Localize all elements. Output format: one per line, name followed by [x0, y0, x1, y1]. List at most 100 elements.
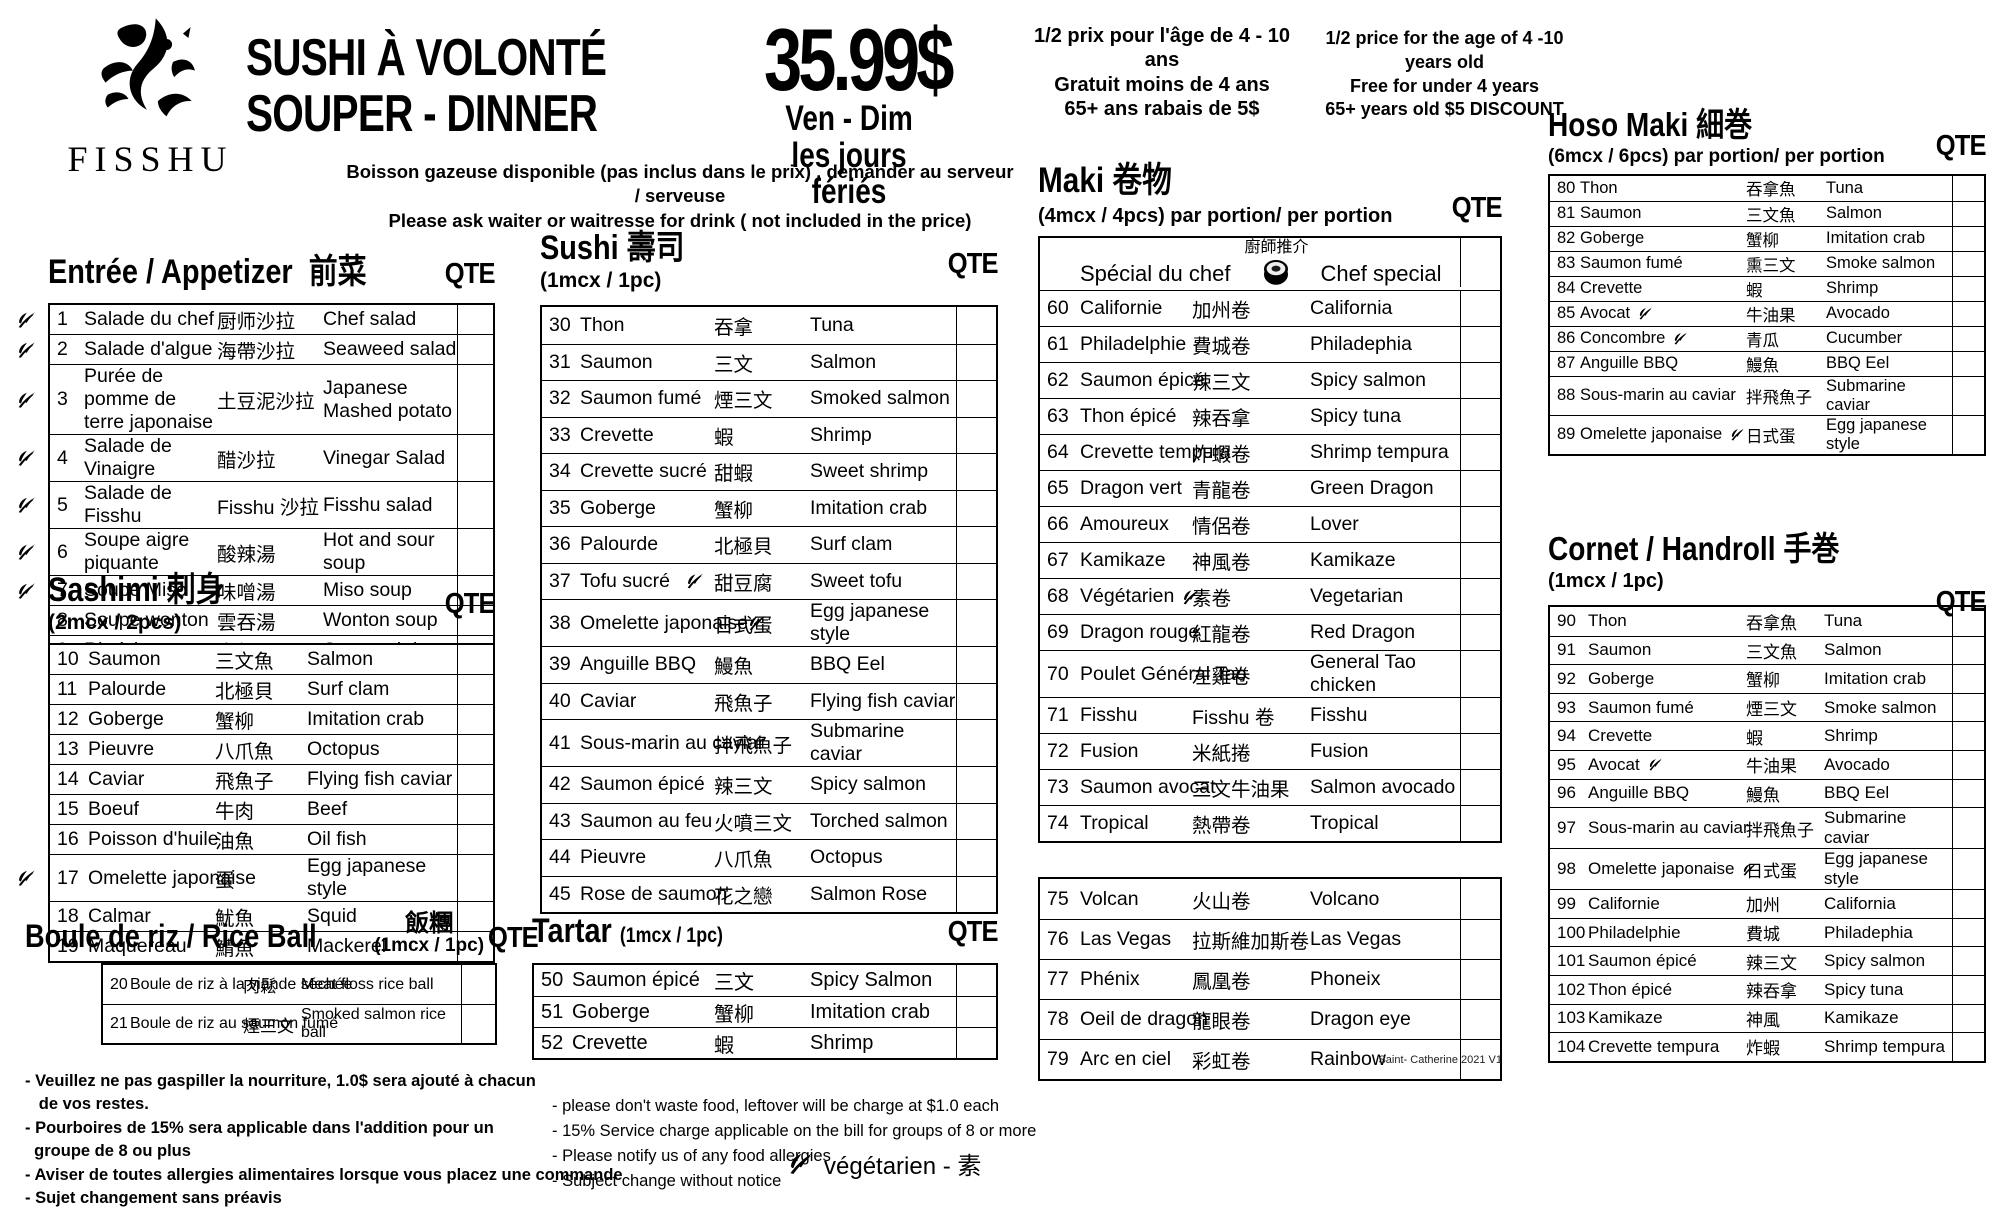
item-name-fr-text: Poulet Général Tao	[1080, 662, 1247, 685]
item-number: 20	[110, 975, 128, 993]
maki-title: Maki 卷物	[1038, 152, 1502, 203]
item-name-en: Spicy salmon	[1824, 951, 1926, 971]
item-number: 81	[1557, 204, 1576, 223]
item-number: 2	[57, 338, 68, 360]
item-name-en: Surf clam	[810, 533, 893, 556]
item-name-fr-text: Anguille BBQ	[1588, 783, 1690, 803]
item-name-fr-text: Sous-marin au caviar	[1588, 818, 1749, 838]
item-name-fr: Crevette sucré	[580, 460, 714, 483]
item-name-en: General Tao chicken	[1310, 651, 1416, 696]
item-name-fr-text: Anguille BBQ	[580, 653, 696, 676]
item-name-en: BBQ Eel	[810, 653, 885, 676]
item-number: 16	[57, 828, 79, 850]
item-name-en: Salmon avocado	[1310, 776, 1456, 798]
item-number: 73	[1047, 776, 1069, 798]
appetizer-title: Entrée / Appetizer 前菜	[48, 244, 495, 293]
item-name-zh: 拌飛魚子	[714, 734, 793, 757]
menu-item-row: 2 Salade d'algue 海帶沙拉 Seaweed salad	[50, 334, 493, 364]
item-name-fr: Thon	[1588, 611, 1746, 631]
item-name-fr: Crevette tempura	[1588, 1037, 1746, 1057]
price-amount: 35.99$	[763, 10, 954, 109]
qte-label: QTE	[488, 922, 539, 954]
footer-note-line: - Sujet changement sans préavis	[25, 1189, 282, 1208]
item-name-en: Tuna	[1824, 611, 1863, 631]
menu-item-row: 88 Sous-marin au caviar 拌飛魚子 Submarine c…	[1550, 375, 1984, 415]
item-number: 103	[1557, 1008, 1586, 1028]
menu-item-row: 90 Thon 吞拿魚 Tuna	[1550, 607, 1984, 636]
item-name-zh: 海帶沙拉	[217, 341, 296, 363]
item-name-zh: 三文魚	[1746, 642, 1797, 662]
item-name-zh: 吞拿	[714, 316, 754, 339]
item-name-en: Smoke salmon	[1826, 254, 1936, 273]
item-name-en: Philadephia	[1310, 333, 1412, 355]
item-name-en: Lover	[1310, 513, 1359, 535]
item-name-zh: 煙三文	[714, 390, 773, 413]
item-name-zh: 火山卷	[1192, 890, 1251, 913]
menu-item-row: 98 Omelette japonaise 日式蛋 Egg japanese s…	[1550, 848, 1984, 890]
item-name-en: Flying fish caviar	[307, 768, 453, 790]
item-number: 101	[1557, 951, 1586, 971]
item-name-zh: 土豆泥沙拉	[217, 391, 315, 413]
item-name-en: Smoke salmon	[1824, 697, 1937, 717]
menu-item-row: 89 Omelette japonaise 日式蛋 Egg japanese s…	[1550, 414, 1984, 454]
item-number: 10	[57, 648, 79, 670]
item-name-fr: Sous-marin au caviar	[1588, 818, 1749, 838]
item-name-fr-text: Goberge	[1580, 229, 1645, 248]
qte-box	[457, 675, 493, 704]
item-name-en: Shrimp tempura	[1824, 1036, 1945, 1056]
item-number: 69	[1047, 621, 1069, 643]
item-number: 78	[1047, 1008, 1069, 1030]
item-number: 85	[1557, 304, 1576, 323]
item-name-fr-text: Salade de Vinaigre	[84, 435, 172, 480]
item-number: 12	[57, 708, 79, 730]
item-number: 7	[57, 579, 68, 601]
item-number: 71	[1047, 704, 1069, 726]
qte-box	[1460, 291, 1500, 326]
item-number: 14	[57, 768, 79, 790]
item-number: 21	[110, 1015, 128, 1032]
item-name-zh: 肉鬆	[243, 977, 277, 996]
vegetarian-icon	[17, 870, 36, 887]
item-number: 4	[57, 446, 68, 469]
item-name-fr: Californie	[1588, 894, 1746, 914]
item-number: 99	[1557, 893, 1576, 913]
item-name-fr: Maquereau	[88, 935, 215, 958]
item-name-en: Shrimp tempura	[1310, 441, 1449, 463]
item-name-en: Surf clam	[307, 678, 390, 700]
sushi-section: Sushi 壽司 (1mcx / 1pc) QTE 30 Thon 吞拿 Tun…	[540, 220, 999, 914]
item-name-zh: 日式蛋	[1746, 427, 1796, 446]
hosomaki-title-zh: 細巻	[1696, 106, 1753, 143]
item-name-zh: 費城卷	[1192, 336, 1251, 358]
item-name-zh: 紅龍卷	[1192, 624, 1251, 646]
qte-box	[1952, 251, 1984, 276]
item-number: 1	[57, 308, 68, 330]
menu-item-row: 95 Avocat 牛油果 Avocado	[1550, 749, 1984, 779]
item-name-en: Salmon	[1824, 640, 1882, 660]
item-name-fr-text: Caviar	[580, 689, 637, 712]
item-name-fr: Saumon épicé	[572, 969, 714, 992]
item-name-zh: 鰻魚	[1746, 785, 1780, 805]
item-number: 92	[1557, 668, 1576, 688]
item-name-fr: Caviar	[88, 768, 215, 791]
qte-box	[956, 876, 996, 912]
menu-item-row: 7 Soupe Miso 味噌湯 Miso soup	[50, 575, 493, 605]
item-name-en: Submarine caviar	[810, 720, 905, 765]
item-name-fr: Anguille BBQ	[580, 653, 714, 676]
item-name-en: Fusion	[1310, 740, 1369, 762]
item-name-fr-text: Saumon	[1580, 204, 1642, 223]
item-name-fr-text: Phénix	[1080, 968, 1140, 990]
qte-box	[1952, 947, 1984, 975]
item-name-en: Kamikaze	[1824, 1008, 1899, 1028]
item-name-en: Cucumber	[1826, 329, 1903, 348]
menu-item-row: 61 Philadelphie 費城卷 Philadephia	[1040, 326, 1500, 362]
pricing-note-line: 1/2 price for the age of 4 -10 years old	[1325, 28, 1564, 72]
menu-item-row: 64 Crevette tempura 炸蝦卷 Shrimp tempura	[1040, 434, 1500, 470]
qte-box	[1460, 920, 1500, 959]
item-number: 75	[1047, 887, 1069, 910]
item-name-fr-text: Avocat	[1588, 754, 1640, 774]
menu-item-row: 71 Fisshu Fisshu 卷 Fisshu	[1040, 697, 1500, 733]
item-name-zh: 醋沙拉	[217, 449, 276, 472]
item-name-zh: 蝦	[1746, 728, 1763, 748]
main-title-line1: SUSHI À VOLONTÉ	[246, 29, 607, 87]
pricing-note-line: 65+ years old $5 DISCOUNT	[1325, 99, 1564, 120]
